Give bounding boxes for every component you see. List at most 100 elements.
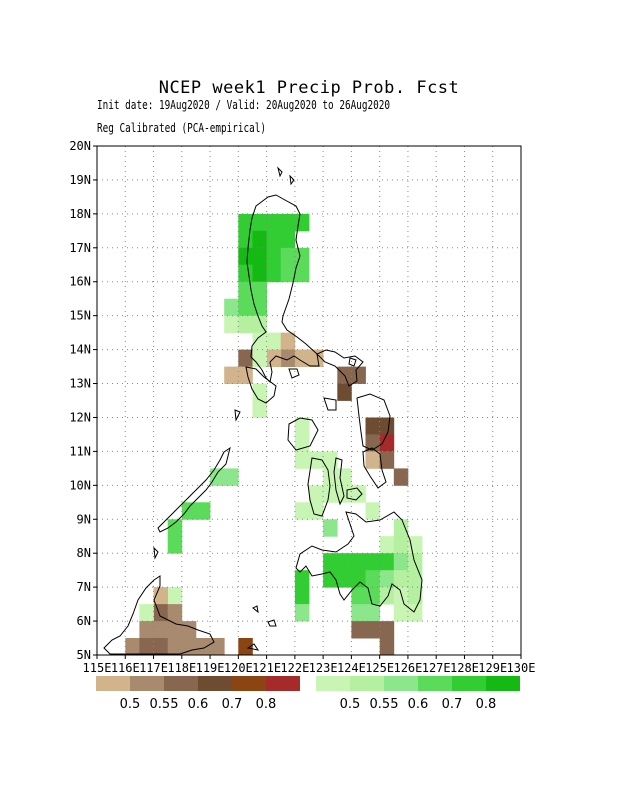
dry-legend-swatch xyxy=(96,676,130,691)
lon-tick-label: 120E xyxy=(224,661,253,675)
wet-cell xyxy=(351,604,366,622)
wet-cell xyxy=(323,553,338,571)
latitude-tick-labels: 5N 6N 7N 8N 9N 10N 11N 12N 13N 14N 15N 16N 17N 18N 19N… xyxy=(69,139,97,662)
wet-legend-label: 0.8 xyxy=(476,697,497,712)
lon-tick-label: 123E xyxy=(309,661,338,675)
wet-cell xyxy=(309,451,324,469)
dry-cell xyxy=(238,638,253,656)
dry-cell xyxy=(379,451,395,469)
dry-cell xyxy=(210,638,225,656)
dry-cell xyxy=(309,349,324,367)
lon-tick-label: 128E xyxy=(450,661,479,675)
lat-tick-label: 15N xyxy=(69,309,91,323)
calibration-line: Reg Calibrated (PCA-empirical) xyxy=(97,121,267,135)
wet-cell xyxy=(252,349,267,367)
wet-cell xyxy=(294,264,310,283)
wet-cell xyxy=(252,264,267,283)
lon-tick-label: 130E xyxy=(507,661,536,675)
wet-cell xyxy=(393,536,409,554)
map-title: NCEP week1 Precip Prob. Fcst xyxy=(158,78,460,98)
dry-cell xyxy=(153,638,168,656)
lat-tick-label: 16N xyxy=(69,275,91,289)
dry-legend-label: 0.5 xyxy=(120,697,141,712)
lat-tick-label: 18N xyxy=(69,207,91,221)
lon-tick-label: 129E xyxy=(478,661,507,675)
wet-cell xyxy=(294,604,310,622)
dry-cell xyxy=(379,417,395,435)
wet-cell xyxy=(337,485,352,503)
wet-cell xyxy=(210,468,225,486)
map-frame xyxy=(96,145,522,656)
lon-tick-label: 124E xyxy=(337,661,366,675)
grid-lines xyxy=(97,146,521,655)
dry-legend-label: 0.7 xyxy=(222,697,243,712)
forecast-cells xyxy=(125,213,423,656)
wet-cell xyxy=(280,247,296,266)
wet-cell xyxy=(294,587,310,605)
wet-legend-swatch xyxy=(486,676,520,691)
lon-tick-label: 116E xyxy=(111,661,140,675)
wet-cell xyxy=(393,570,409,588)
wet-cell xyxy=(393,519,409,537)
init-date-line: Init date: 19Aug2020 / Valid: 20Aug2020 … xyxy=(97,98,391,112)
dry-cell xyxy=(379,434,395,452)
wet-legend-swatch xyxy=(418,676,452,691)
wet-cell xyxy=(379,570,395,588)
dry-cell xyxy=(195,638,211,656)
wet-cell xyxy=(393,553,409,571)
dry-cell xyxy=(153,621,168,639)
wet-cell xyxy=(252,383,267,401)
wet-legend-label: 0.55 xyxy=(370,697,399,712)
lat-tick-label: 12N xyxy=(69,410,91,424)
wet-cell xyxy=(238,298,253,317)
wet-cell xyxy=(224,298,239,317)
lon-tick-label: 125E xyxy=(365,661,394,675)
dry-legend-swatch xyxy=(164,676,198,691)
wet-legend-label: 0.6 xyxy=(408,697,429,712)
wet-cell xyxy=(351,485,366,503)
wet-cell xyxy=(379,587,395,605)
wet-cell xyxy=(167,519,183,537)
dry-cell xyxy=(337,383,352,401)
wet-cell xyxy=(252,247,267,266)
wet-cell xyxy=(379,536,395,554)
dry-cell xyxy=(167,621,183,639)
wet-cell xyxy=(266,213,282,232)
dry-cell xyxy=(280,349,296,367)
wet-legend-label: 0.7 xyxy=(442,697,463,712)
lat-tick-label: 5N xyxy=(77,648,91,662)
wet-cell xyxy=(224,468,239,486)
wet-legend-swatch xyxy=(452,676,486,691)
wet-legend-swatch xyxy=(384,676,418,691)
wet-cell xyxy=(365,587,380,605)
wet-cell xyxy=(379,553,395,571)
longitude-tick-labels: 115E 116E 117E 118E 119E 120E 121E 122E 123E 124E… xyxy=(83,655,536,675)
wet-cell xyxy=(309,485,324,503)
dry-legend-swatch xyxy=(266,676,300,691)
dry-cell xyxy=(167,638,183,656)
dry-cell xyxy=(365,621,380,639)
wet-cell xyxy=(224,315,239,334)
wet-cell xyxy=(365,604,380,622)
wet-cell xyxy=(294,502,310,520)
wet-cell xyxy=(337,553,352,571)
dry-legend-label: 0.55 xyxy=(150,697,179,712)
dry-cell xyxy=(238,349,253,367)
dry-legend-label: 0.8 xyxy=(256,697,277,712)
wet-cell xyxy=(393,587,409,605)
wet-cell xyxy=(252,332,267,350)
lat-tick-label: 20N xyxy=(69,139,91,153)
wet-cell xyxy=(252,281,267,300)
wet-cell xyxy=(266,332,282,350)
coastlines xyxy=(103,166,423,655)
wet-cell xyxy=(167,587,183,605)
wet-cell xyxy=(139,604,154,622)
dry-cell xyxy=(365,417,380,435)
wet-cell xyxy=(365,553,380,571)
wet-cell xyxy=(365,570,380,588)
wet-legend-swatch xyxy=(350,676,384,691)
wet-cell xyxy=(238,264,253,283)
dry-cell xyxy=(181,621,197,639)
lon-tick-label: 117E xyxy=(139,661,168,675)
wet-cell xyxy=(407,536,423,554)
